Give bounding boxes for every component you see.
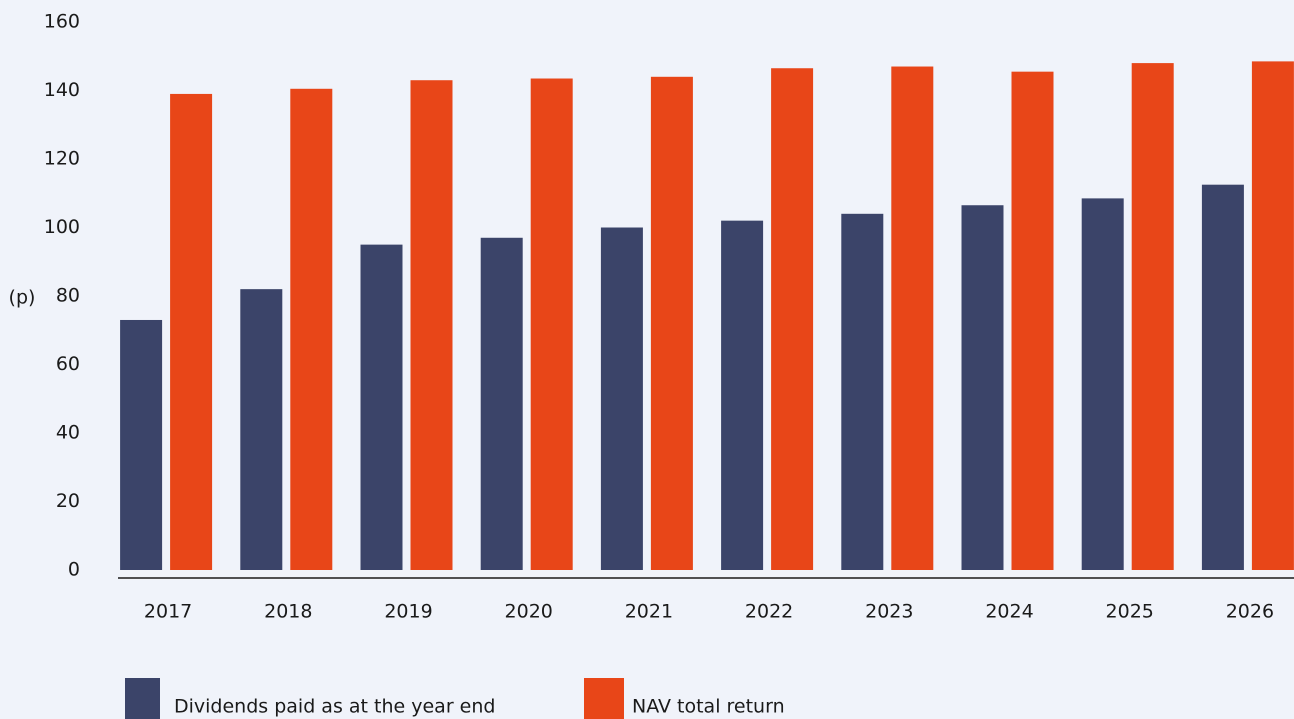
x-tick-label: 2025 [1106,601,1154,623]
bar [360,244,403,570]
bar [1081,198,1124,570]
bar [1011,71,1054,570]
y-tick-label: 160 [44,11,80,33]
y-tick-label: 0 [68,559,80,581]
legend-swatch [584,678,624,719]
x-tick-label: 2023 [865,601,913,623]
bar [410,80,453,570]
bar [1131,63,1174,570]
x-tick-label: 2022 [745,601,793,623]
bar [170,93,213,571]
legend-label: NAV total return [632,696,785,718]
y-tick-label: 80 [56,285,80,307]
bar [290,88,333,570]
bar [961,205,1004,571]
x-tick-label: 2021 [625,601,673,623]
x-tick-label: 2026 [1226,601,1274,623]
y-tick-label: 120 [44,148,80,170]
legend-swatch [125,678,160,719]
x-tick-label: 2019 [384,601,432,623]
x-tick-label: 2020 [505,601,553,623]
y-tick-label: 100 [44,216,80,238]
bar [891,66,934,571]
bar [480,237,523,570]
bar [841,213,884,571]
y-tick-label: 20 [56,490,80,512]
x-tick-label: 2018 [264,601,312,623]
x-tick-label: 2024 [985,601,1033,623]
bar [530,78,573,570]
y-tick-label: 40 [56,422,80,444]
bar [771,68,814,571]
bar [1251,61,1294,570]
x-tick-label: 2017 [144,601,192,623]
bar [721,220,764,570]
bar [120,319,163,570]
bar [1201,184,1244,570]
y-tick-label: 140 [44,79,80,101]
bar [650,76,693,571]
bar [240,289,283,570]
y-axis-label: (p) [9,287,36,309]
legend-label: Dividends paid as at the year end [174,696,495,718]
bar [600,227,643,570]
y-tick-label: 60 [56,353,80,375]
